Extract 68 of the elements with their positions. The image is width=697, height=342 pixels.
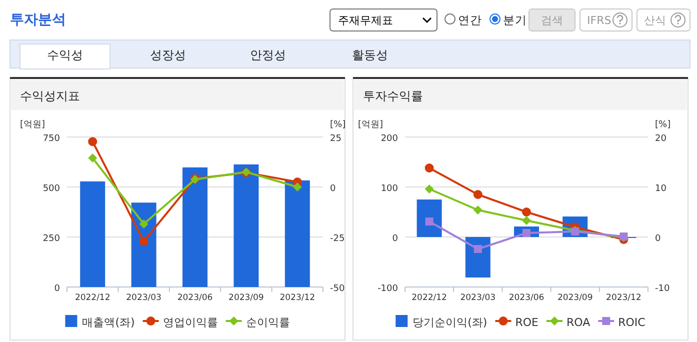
y2-tick-label: 20 xyxy=(655,134,667,144)
y2-tick-label: 10 xyxy=(655,184,667,194)
y-axis-title: [억원] xyxy=(358,120,384,130)
text: 성장성 xyxy=(150,48,186,62)
text: IFRS xyxy=(587,14,612,27)
point xyxy=(522,208,531,216)
y-tick-label: 500 xyxy=(42,184,60,194)
chart-title: 수익성지표 xyxy=(20,89,80,103)
bar xyxy=(80,181,106,287)
legend-label: 순이익률 xyxy=(246,316,290,329)
point xyxy=(425,218,434,226)
point xyxy=(522,216,531,225)
point xyxy=(473,206,482,214)
y-tick-label: 750 xyxy=(42,134,60,144)
text: 수익성 xyxy=(47,48,83,62)
bar xyxy=(416,200,442,237)
point xyxy=(88,154,98,162)
x-tick-label: 2023/12 xyxy=(606,293,642,303)
text: 연간 xyxy=(458,13,482,27)
y-tick-label: 200 xyxy=(380,134,398,144)
x-tick-label: 2023/03 xyxy=(126,293,162,303)
legend-label: 영업이익률 xyxy=(162,316,218,329)
x-tick-label: 2022/12 xyxy=(74,293,110,303)
text: 투자분석 xyxy=(10,12,66,28)
legend-label: ROE xyxy=(515,316,539,329)
point xyxy=(292,182,302,192)
x-tick-label: 2022/12 xyxy=(412,293,447,303)
text: 안정성 xyxy=(250,48,286,62)
point xyxy=(88,137,98,146)
point xyxy=(424,164,434,172)
chart-title: 투자수익률 xyxy=(363,89,423,103)
y-tick-label: -100 xyxy=(378,284,398,294)
text: 산식 xyxy=(644,14,666,27)
y2-tick-label: -10 xyxy=(655,284,670,294)
x-tick-label: 2023/09 xyxy=(228,293,264,303)
y2-tick-label: 25 xyxy=(330,134,342,144)
y-tick-label: 0 xyxy=(392,234,398,244)
text: 분기 xyxy=(503,13,527,27)
point xyxy=(139,236,148,246)
bar xyxy=(284,180,310,287)
text: 활동성 xyxy=(352,48,388,62)
legend-label: 매출액(좌) xyxy=(82,316,135,329)
point xyxy=(424,184,434,194)
x-tick-label: 2023/12 xyxy=(280,293,316,303)
y2-tick-label: -25 xyxy=(330,234,345,244)
y2-axis-title: [%] xyxy=(655,120,671,130)
y-tick-label: 0 xyxy=(54,284,60,294)
y-axis-title: [억원] xyxy=(20,120,46,130)
legend-label: ROA xyxy=(566,316,591,329)
x-tick-label: 2023/03 xyxy=(460,293,496,303)
x-tick-label: 2023/06 xyxy=(508,293,544,303)
bar xyxy=(234,164,259,287)
legend-label: ROIC xyxy=(618,316,646,329)
y2-axis-title: [%] xyxy=(330,120,346,130)
y-tick-label: 250 xyxy=(42,234,60,244)
x-tick-label: 2023/06 xyxy=(177,293,213,303)
x-tick-label: 2023/09 xyxy=(557,293,593,303)
text: 검색 xyxy=(541,14,563,27)
bar xyxy=(182,167,208,287)
point xyxy=(473,190,482,199)
y2-tick-label: 0 xyxy=(330,184,336,194)
legend-label: 당기순이익(좌) xyxy=(412,316,488,329)
y-tick-label: 100 xyxy=(380,184,398,194)
y2-tick-label: 0 xyxy=(655,234,661,244)
point xyxy=(139,220,148,228)
text: 주재무제표 xyxy=(338,14,393,27)
point xyxy=(474,245,482,253)
y2-tick-label: -50 xyxy=(330,284,345,294)
